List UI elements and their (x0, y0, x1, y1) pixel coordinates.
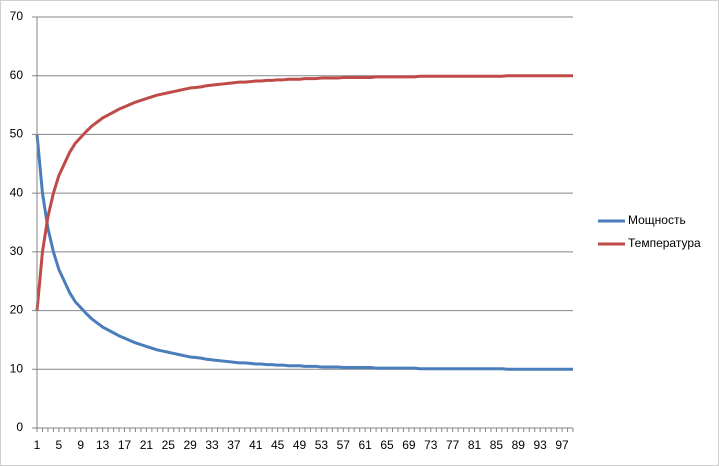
y-tick-label: 20 (10, 303, 24, 317)
x-tick-label: 49 (293, 438, 307, 452)
x-tick-label: 61 (358, 438, 372, 452)
x-tick-label: 53 (315, 438, 329, 452)
y-tick-label: 30 (10, 244, 24, 258)
y-tick-label: 50 (10, 127, 24, 141)
y-tick-label: 70 (10, 9, 24, 23)
y-tick-label: 0 (16, 420, 23, 434)
legend-label: Мощность (628, 213, 686, 227)
x-tick-label: 1 (34, 438, 41, 452)
x-tick-label: 29 (183, 438, 197, 452)
x-tick-label: 57 (337, 438, 351, 452)
series-line (35, 134, 573, 371)
x-tick-label: 9 (77, 438, 84, 452)
x-tick-label: 89 (512, 438, 526, 452)
x-tick-label: 69 (402, 438, 416, 452)
x-tick-label: 77 (446, 438, 460, 452)
x-tick-label: 81 (468, 438, 482, 452)
x-tick-label: 33 (205, 438, 219, 452)
legend-label: Температура (628, 236, 701, 250)
y-tick-label: 10 (10, 361, 24, 375)
x-tick-label: 85 (490, 438, 504, 452)
x-tick-label: 65 (380, 438, 394, 452)
x-tick-label: 21 (140, 438, 154, 452)
y-tick-label: 40 (10, 185, 24, 199)
x-tick-label: 5 (56, 438, 63, 452)
x-tick-label: 13 (96, 438, 110, 452)
x-tick-label: 37 (227, 438, 241, 452)
series-line (35, 74, 573, 311)
x-tick-label: 97 (555, 438, 569, 452)
x-tick-label: 25 (162, 438, 176, 452)
y-tick-label: 60 (10, 68, 24, 82)
x-tick-label: 73 (424, 438, 438, 452)
x-tick-label: 45 (271, 438, 285, 452)
x-tick-label: 41 (249, 438, 263, 452)
x-tick-label: 93 (534, 438, 548, 452)
x-tick-label: 17 (118, 438, 132, 452)
